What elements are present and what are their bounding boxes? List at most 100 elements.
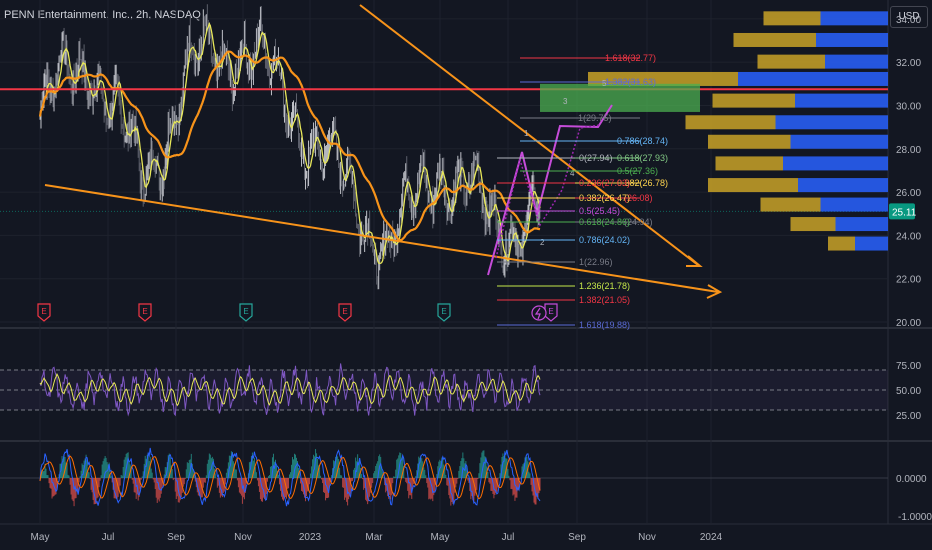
fib-label-upper: 1.382(31.63) — [605, 77, 656, 87]
vp-bar-blue — [816, 32, 888, 47]
time-tick: Mar — [365, 532, 383, 543]
fib-label-lower: 1.382(21.05) — [579, 295, 630, 305]
rsi-tick: 25.00 — [896, 411, 921, 422]
fib-levels: 1.618(32.77) 1.382(31.63) 1(29.75) 0.786(28… — [497, 53, 668, 330]
last-price-badge — [889, 203, 915, 220]
time-tick: May — [431, 532, 450, 543]
vp-bar-gold — [757, 54, 825, 69]
earnings-marker — [239, 303, 253, 322]
wave-label: 5 — [602, 79, 607, 88]
fib-label-lower: 0.5(25.45) — [579, 206, 620, 216]
fib-label-lower: 1.236(21.78) — [579, 281, 630, 291]
ma-slow-line — [38, 50, 541, 242]
wave-label: 3 — [563, 97, 568, 106]
lightning-icon — [534, 307, 541, 320]
time-tick: Nov — [638, 532, 656, 543]
vp-bar-gold — [790, 217, 836, 232]
vp-bar-gold — [708, 178, 798, 193]
trendline-upper — [359, 4, 699, 266]
fib-label-upper: 0.786(28.74) — [617, 136, 668, 146]
price-tick: 32.00 — [896, 58, 921, 69]
macd-pane — [0, 447, 888, 507]
vp-bar-blue — [855, 236, 888, 251]
price-tick: 34.00 — [896, 15, 921, 26]
rsi-ma-line — [39, 372, 541, 407]
vp-bar-blue — [738, 71, 888, 86]
volume-profile — [588, 11, 888, 251]
earnings-marker-label: E — [41, 307, 46, 316]
price-tick: 22.00 — [896, 275, 921, 286]
time-tick: Jul — [102, 532, 115, 543]
arrow-head — [706, 284, 723, 299]
earnings-marker — [437, 303, 451, 322]
vp-bar-blue — [790, 134, 888, 149]
vp-bar-blue — [820, 11, 888, 26]
fib-label-lower: 0.236(27.03) — [579, 178, 630, 188]
fib-label-lower: 0.618(24.86) — [579, 217, 630, 227]
price-tick: 20.00 — [896, 318, 921, 329]
earnings-marker — [338, 303, 352, 322]
rsi-tick: 50.00 — [896, 386, 921, 397]
earnings-marker-label: E — [548, 307, 553, 316]
earnings-marker — [37, 303, 51, 322]
target-zone — [540, 83, 700, 112]
fib-label-upper: 0.382(26.78) — [617, 178, 668, 188]
earnings-marker — [138, 303, 152, 322]
fib-label-lower: 0.786(24.02) — [579, 235, 630, 245]
fib-label-upper: (26.08) — [624, 193, 653, 203]
vp-bar-blue — [835, 217, 888, 232]
fib-label-upper: 1(29.75) — [578, 113, 612, 123]
macd-tick: 0.0000 — [896, 474, 927, 485]
time-tick: Sep — [167, 532, 185, 543]
time-tick: Jul — [502, 532, 515, 543]
trendline-lower — [44, 184, 719, 293]
fib-label-lower: 0(27.94) — [579, 153, 613, 163]
fib-label-lower: 1(22.96) — [579, 257, 613, 267]
earnings-marker-label: E — [243, 307, 248, 316]
fib-label-lower: 1.618(19.88) — [579, 320, 630, 330]
vp-bar-gold — [715, 156, 783, 171]
rsi-pane — [0, 363, 888, 417]
earnings-marker-label: E — [441, 307, 446, 316]
fib-label-upper: 0.5(27.36) — [617, 166, 658, 176]
wave-label: 4 — [570, 169, 575, 178]
dividend-icon — [531, 305, 547, 321]
symbol-title: PENN Entertainment, Inc., 2h, NASDAQ — [4, 9, 201, 21]
candles — [39, 4, 541, 290]
vp-bar-blue — [820, 197, 888, 212]
time-tick: May — [31, 532, 50, 543]
vp-bar-gold — [760, 197, 821, 212]
wave-count — [495, 124, 601, 259]
macd-signal-line — [39, 455, 541, 500]
vp-bar-gold — [763, 11, 821, 26]
ma-fast-line — [39, 21, 541, 265]
vp-bar-gold — [708, 134, 791, 149]
overlays: 1 2 3 4 5 — [0, 4, 888, 299]
vp-bar-gold — [828, 236, 855, 251]
arrow-head — [686, 255, 703, 267]
earnings-marker-label: E — [142, 307, 147, 316]
price-tick: 30.00 — [896, 101, 921, 112]
vp-bar-blue — [783, 156, 888, 171]
time-tick: Sep — [568, 532, 586, 543]
vp-bar-gold — [712, 93, 795, 108]
earnings-marker-label: E — [342, 307, 347, 316]
time-tick: 2024 — [700, 532, 723, 543]
macd-tick: -1.0000 — [898, 512, 932, 523]
wave-label: 1 — [524, 129, 529, 138]
price-tick: 28.00 — [896, 145, 921, 156]
macd-line — [39, 447, 541, 507]
currency-button[interactable]: USD — [890, 6, 928, 28]
vp-bar-gold — [733, 32, 816, 47]
rsi-tick: 75.00 — [896, 361, 921, 372]
fib-label-lower: 0.382(26.47) — [579, 193, 630, 203]
wave-label: 2 — [540, 238, 545, 247]
price-tick: 26.00 — [896, 188, 921, 199]
price-tick: 24.00 — [896, 231, 921, 242]
vp-bar-blue — [775, 115, 888, 130]
time-tick: Nov — [234, 532, 252, 543]
vp-bar-blue — [825, 54, 888, 69]
fib-label-upper: 1.618(32.77) — [605, 53, 656, 63]
